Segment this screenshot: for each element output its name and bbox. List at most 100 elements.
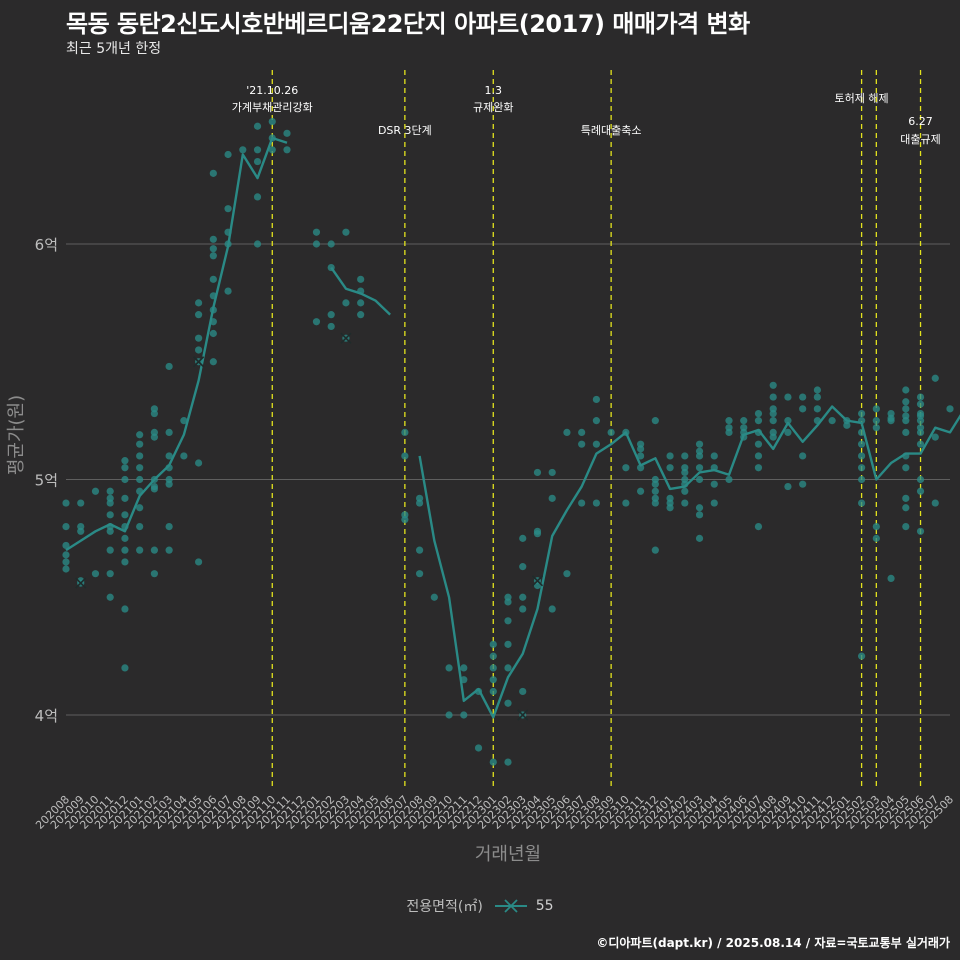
average-line [418,405,960,719]
data-point [253,146,262,154]
data-point [784,428,792,436]
data-point [62,499,70,507]
data-point [445,711,453,719]
grid-layer [66,243,950,716]
data-point [637,464,645,472]
policy-label: '21.10.26 [246,84,298,97]
data-point [209,358,217,366]
data-point [489,687,497,696]
data-point [121,534,129,542]
source-caption: ©디아파트(dapt.kr) / 2025.08.14 / 자료=국토교통부 실… [596,936,950,950]
data-point [519,687,527,696]
x-marker [75,577,87,589]
data-point [401,428,409,436]
data-point [681,487,689,495]
data-point [136,475,144,484]
data-point [489,664,497,672]
data-point [681,468,689,477]
data-point [121,475,129,484]
data-point [106,570,114,578]
data-point [357,311,365,319]
data-point [813,393,822,401]
data-point [695,475,704,484]
data-point [460,711,468,719]
data-point [578,440,586,448]
data-point [858,464,866,472]
x-markers [75,332,544,721]
data-point [902,428,910,436]
data-point [754,523,763,531]
data-point [578,499,586,507]
data-point [195,334,203,342]
data-point [106,593,114,601]
data-point [784,417,792,425]
y-tick-label: 4억 [35,707,58,725]
x-marker [193,356,205,368]
data-point [710,499,718,507]
data-point [136,546,144,554]
data-point [253,157,262,166]
x-marker-stroke [517,709,529,721]
data-point [150,570,158,578]
data-point [180,417,188,425]
y-axis-title: 평균가(원) [6,395,27,475]
data-point [460,664,468,672]
data-point [754,440,763,448]
data-point [813,386,822,394]
data-point [312,318,321,326]
data-point [931,499,939,507]
data-point [283,129,291,137]
data-point [504,598,512,606]
data-point [651,487,659,495]
data-point [519,534,527,542]
data-point [858,452,866,460]
data-point [858,440,866,448]
data-point [754,417,763,425]
data-point [754,409,763,418]
data-point [504,617,512,625]
data-point [224,287,232,295]
data-point [195,459,203,467]
data-point [902,417,910,425]
data-point [91,570,100,578]
data-point [283,146,291,154]
data-point [902,386,910,394]
data-point [533,468,542,477]
data-point [327,240,335,248]
data-point [106,527,114,535]
data-point [872,417,880,425]
data-point [504,640,512,648]
data-point [165,452,173,460]
data-point [209,275,217,283]
data-point [253,122,262,130]
data-point [106,511,114,519]
data-point [784,482,792,491]
data-point [725,475,733,484]
data-point [401,452,409,460]
data-point [592,395,601,404]
data-point [195,311,203,319]
data-point [268,117,276,126]
data-point [121,464,129,472]
data-point [872,523,880,531]
data-point [740,417,748,425]
policy-label: 규제완화 [473,101,513,114]
data-point [858,475,866,484]
data-point [77,499,85,507]
data-point [637,487,645,495]
data-point [563,570,571,578]
data-point [622,499,630,507]
data-point [799,393,807,401]
average-line-layer [65,136,960,719]
data-point [799,405,807,413]
policy-label: 가계부채관리강화 [232,101,313,114]
data-point [106,487,114,495]
data-point [239,146,247,154]
data-point [872,405,880,413]
data-point [62,565,70,573]
data-point [916,487,925,495]
data-point [548,605,556,613]
data-point [799,452,807,460]
data-point [445,664,453,672]
